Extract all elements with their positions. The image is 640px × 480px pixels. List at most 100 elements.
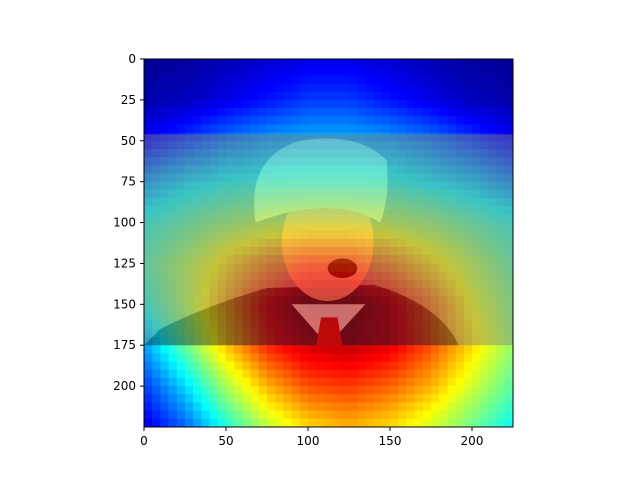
heatmap-cell bbox=[472, 91, 481, 101]
heatmap-cell bbox=[414, 214, 424, 224]
heatmap-cell bbox=[422, 91, 432, 101]
heatmap-cell bbox=[308, 296, 317, 305]
heatmap-cell bbox=[234, 238, 243, 248]
heatmap-cell bbox=[431, 132, 440, 142]
heatmap-cell bbox=[283, 99, 293, 109]
heatmap-cell bbox=[365, 279, 375, 289]
heatmap-cell bbox=[406, 108, 416, 117]
heatmap-cell bbox=[308, 255, 317, 265]
heatmap-cell bbox=[480, 83, 489, 93]
heatmap-cell bbox=[201, 320, 211, 330]
heatmap-cell bbox=[406, 255, 416, 265]
heatmap-cell bbox=[144, 263, 153, 273]
heatmap-cell bbox=[217, 279, 227, 289]
heatmap-cell bbox=[316, 99, 325, 109]
heatmap-cell bbox=[332, 75, 342, 85]
heatmap-cell bbox=[439, 206, 448, 215]
heatmap-cell bbox=[455, 148, 465, 158]
heatmap-cell bbox=[308, 369, 317, 379]
heatmap-cell bbox=[201, 181, 211, 191]
heatmap-cell bbox=[308, 99, 317, 109]
heatmap-cell bbox=[275, 198, 284, 207]
x-tick-label: 200 bbox=[461, 434, 484, 448]
heatmap-cell bbox=[455, 140, 465, 150]
heatmap-cell bbox=[242, 59, 252, 68]
heatmap-cell bbox=[447, 247, 457, 256]
heatmap-cell bbox=[447, 337, 457, 346]
heatmap-cell bbox=[209, 410, 219, 420]
heatmap-cell bbox=[365, 173, 375, 183]
heatmap-cell bbox=[144, 222, 153, 232]
heatmap-cell bbox=[406, 418, 416, 427]
heatmap-cell bbox=[299, 157, 309, 166]
heatmap-cell bbox=[349, 263, 358, 273]
heatmap-cell bbox=[480, 132, 489, 142]
heatmap-cell bbox=[160, 108, 170, 117]
heatmap-cell bbox=[160, 230, 170, 240]
heatmap-cell bbox=[381, 312, 391, 322]
heatmap-cell bbox=[447, 99, 457, 109]
heatmap-cell bbox=[332, 148, 342, 158]
heatmap-cell bbox=[258, 337, 268, 346]
heatmap-cell bbox=[209, 108, 219, 117]
heatmap-cell bbox=[267, 345, 276, 354]
heatmap-cell bbox=[152, 287, 161, 297]
heatmap-cell bbox=[332, 132, 342, 142]
heatmap-cell bbox=[431, 198, 440, 207]
heatmap-cell bbox=[422, 148, 432, 158]
heatmap-cell bbox=[267, 394, 276, 404]
heatmap-cell bbox=[160, 255, 170, 265]
heatmap-cell bbox=[455, 361, 465, 371]
heatmap-cell bbox=[422, 353, 432, 363]
heatmap-cell bbox=[406, 304, 416, 314]
heatmap-cell bbox=[472, 238, 481, 248]
heatmap-cell bbox=[390, 296, 399, 305]
heatmap-cell bbox=[357, 320, 366, 330]
heatmap-cell bbox=[472, 369, 481, 379]
heatmap-cell bbox=[258, 418, 268, 427]
heatmap-cell bbox=[340, 320, 350, 330]
heatmap-cell bbox=[390, 91, 399, 101]
heatmap-cell bbox=[144, 402, 153, 412]
heatmap-cell bbox=[463, 214, 473, 224]
heatmap-cell bbox=[398, 394, 407, 404]
heatmap-cell bbox=[144, 238, 153, 248]
photo-mouth bbox=[327, 258, 358, 279]
heatmap-cell bbox=[332, 296, 342, 305]
heatmap-cell bbox=[185, 181, 194, 191]
heatmap-cell bbox=[373, 124, 383, 134]
heatmap-cell bbox=[324, 296, 334, 305]
heatmap-cell bbox=[275, 263, 284, 273]
heatmap-cell bbox=[373, 157, 383, 166]
heatmap-cell bbox=[373, 108, 383, 117]
heatmap-cell bbox=[406, 59, 416, 68]
heatmap-cell bbox=[160, 410, 170, 420]
heatmap-cell bbox=[201, 198, 211, 207]
heatmap-cell bbox=[144, 124, 153, 134]
heatmap-cell bbox=[406, 189, 416, 199]
heatmap-cell bbox=[504, 181, 513, 191]
heatmap-cell bbox=[275, 345, 284, 354]
heatmap-cell bbox=[455, 271, 465, 281]
heatmap-cell bbox=[283, 337, 293, 346]
heatmap-cell bbox=[504, 148, 513, 158]
heatmap-cell bbox=[152, 337, 161, 346]
heatmap-cell bbox=[176, 99, 186, 109]
heatmap-cell bbox=[431, 287, 440, 297]
heatmap-cell bbox=[496, 263, 506, 273]
heatmap-cell bbox=[324, 99, 334, 109]
heatmap-cell bbox=[455, 132, 465, 142]
heatmap-cell bbox=[390, 132, 399, 142]
heatmap-cell bbox=[217, 418, 227, 427]
heatmap-cell bbox=[316, 140, 325, 150]
heatmap-cell bbox=[250, 157, 260, 166]
heatmap-cell bbox=[455, 230, 465, 240]
heatmap-cell bbox=[152, 108, 161, 117]
heatmap-cell bbox=[463, 287, 473, 297]
heatmap-cell bbox=[193, 198, 202, 207]
heatmap-cell bbox=[455, 59, 465, 68]
heatmap-cell bbox=[258, 198, 268, 207]
heatmap-cell bbox=[144, 410, 153, 420]
heatmap-cell bbox=[373, 263, 383, 273]
heatmap-cell bbox=[365, 75, 375, 85]
